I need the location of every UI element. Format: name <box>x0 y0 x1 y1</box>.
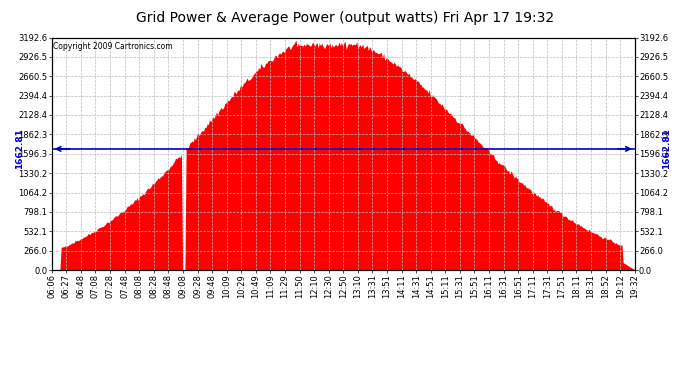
Text: 1662.81: 1662.81 <box>15 129 24 170</box>
Text: Grid Power & Average Power (output watts) Fri Apr 17 19:32: Grid Power & Average Power (output watts… <box>136 11 554 25</box>
Text: Copyright 2009 Cartronics.com: Copyright 2009 Cartronics.com <box>53 42 172 51</box>
Text: 1662.81: 1662.81 <box>662 129 671 170</box>
